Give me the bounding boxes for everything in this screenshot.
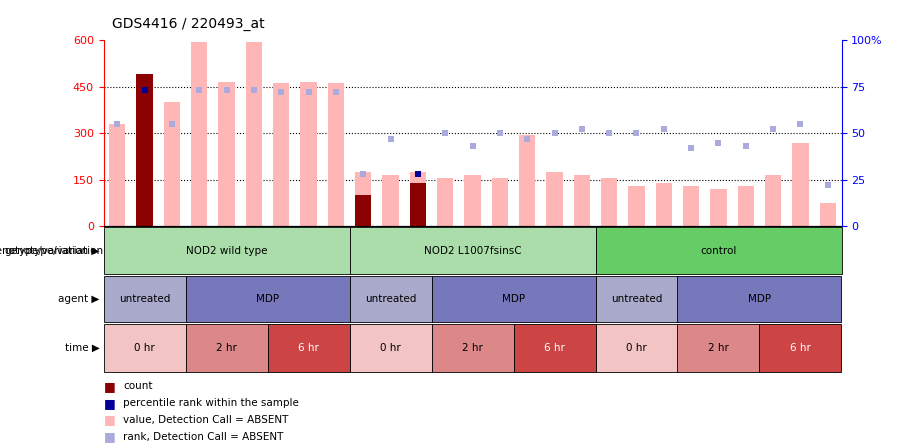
Bar — [410, 183, 426, 226]
Text: untreated: untreated — [364, 294, 416, 304]
Bar — [678, 276, 842, 322]
Text: genotype/variation ▶: genotype/variation ▶ — [0, 246, 100, 256]
Bar — [382, 175, 399, 226]
Bar — [546, 172, 562, 226]
Bar — [267, 324, 349, 372]
Text: 2 hr: 2 hr — [708, 343, 729, 353]
Text: untreated: untreated — [119, 294, 170, 304]
Bar — [738, 186, 754, 226]
Text: untreated: untreated — [611, 294, 662, 304]
Bar — [464, 175, 481, 226]
Text: 2 hr: 2 hr — [216, 343, 237, 353]
Text: MDP: MDP — [502, 294, 525, 304]
Bar — [710, 189, 726, 226]
Bar — [349, 227, 596, 274]
Bar — [760, 324, 842, 372]
Bar — [349, 324, 431, 372]
Bar — [765, 175, 781, 226]
Bar — [185, 276, 349, 322]
Bar — [596, 276, 678, 322]
Text: percentile rank within the sample: percentile rank within the sample — [123, 398, 299, 408]
Bar — [431, 324, 514, 372]
Text: 0 hr: 0 hr — [626, 343, 647, 353]
Text: control: control — [700, 246, 737, 256]
Text: ■: ■ — [104, 380, 115, 393]
Text: rank, Detection Call = ABSENT: rank, Detection Call = ABSENT — [123, 432, 284, 442]
Bar — [301, 82, 317, 226]
Text: count: count — [123, 381, 153, 391]
Bar — [519, 135, 536, 226]
Bar — [219, 82, 235, 226]
Bar — [820, 203, 836, 226]
Text: ■: ■ — [104, 430, 115, 444]
Text: ■: ■ — [104, 396, 115, 410]
Bar — [104, 276, 185, 322]
Text: 2 hr: 2 hr — [462, 343, 483, 353]
Text: GDS4416 / 220493_at: GDS4416 / 220493_at — [112, 17, 266, 31]
Bar — [191, 41, 207, 226]
Text: MDP: MDP — [748, 294, 771, 304]
Text: NOD2 L1007fsinsC: NOD2 L1007fsinsC — [424, 246, 521, 256]
Bar — [596, 324, 678, 372]
Bar — [514, 324, 596, 372]
Text: 6 hr: 6 hr — [298, 343, 319, 353]
Bar — [355, 172, 372, 226]
Text: 6 hr: 6 hr — [544, 343, 565, 353]
Text: NOD2 wild type: NOD2 wild type — [185, 246, 267, 256]
Text: ■: ■ — [104, 413, 115, 427]
Bar — [431, 276, 596, 322]
Bar — [683, 186, 699, 226]
Bar — [437, 178, 454, 226]
Bar — [573, 175, 590, 226]
Bar — [628, 186, 644, 226]
Bar — [596, 227, 842, 274]
Bar — [410, 172, 426, 226]
Text: 0 hr: 0 hr — [134, 343, 155, 353]
Text: time ▶: time ▶ — [65, 343, 100, 353]
Text: MDP: MDP — [256, 294, 279, 304]
Bar — [109, 124, 125, 226]
Bar — [328, 83, 344, 226]
Bar — [104, 324, 185, 372]
Text: value, Detection Call = ABSENT: value, Detection Call = ABSENT — [123, 415, 289, 425]
Bar — [355, 195, 372, 226]
Bar — [655, 183, 672, 226]
Bar — [349, 276, 431, 322]
Bar — [136, 74, 153, 226]
Bar — [185, 324, 267, 372]
Bar — [136, 74, 153, 226]
Text: 0 hr: 0 hr — [380, 343, 400, 353]
Bar — [273, 83, 290, 226]
Text: genotype/variation: genotype/variation — [4, 246, 104, 256]
Text: agent ▶: agent ▶ — [58, 294, 100, 304]
Bar — [601, 178, 617, 226]
Bar — [246, 41, 262, 226]
Bar — [678, 324, 760, 372]
Bar — [491, 178, 508, 226]
Text: 6 hr: 6 hr — [790, 343, 811, 353]
Bar — [104, 227, 349, 274]
Bar — [792, 143, 809, 226]
Bar — [164, 102, 180, 226]
